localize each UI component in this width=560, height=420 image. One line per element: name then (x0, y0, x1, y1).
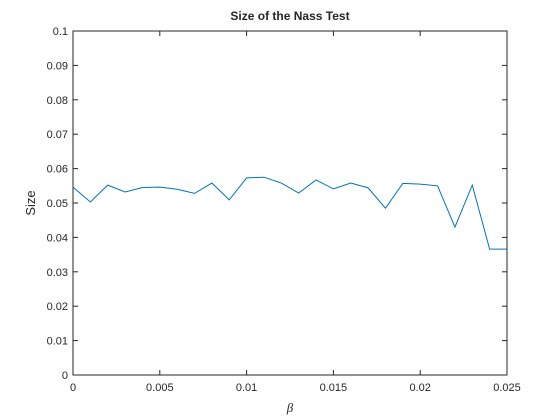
y-tick-label: 0.02 (47, 301, 68, 313)
y-tick-label: 0.07 (47, 129, 68, 141)
x-tick-label: 0.02 (409, 382, 430, 394)
y-tick-label: 0 (62, 370, 68, 382)
y-tick-label: 0.05 (47, 198, 68, 210)
chart-title: Size of the Nass Test (230, 9, 349, 23)
x-tick-label: 0.015 (320, 382, 348, 394)
y-tick-label: 0.06 (47, 164, 68, 176)
y-tick-label: 0.08 (47, 95, 68, 107)
x-tick-label: 0.01 (236, 382, 257, 394)
y-axis-label: Size (23, 190, 38, 215)
data-line (72, 176, 507, 250)
x-axis-label: β (286, 400, 294, 415)
x-tick-label: 0.025 (493, 382, 521, 394)
y-tick-label: 0.09 (47, 60, 68, 72)
y-tick-label: 0.03 (47, 267, 68, 279)
y-tick-label: 0.04 (47, 232, 68, 244)
y-tick-label: 0.01 (47, 336, 68, 348)
x-tick-label: 0 (70, 382, 76, 394)
plot-area (72, 30, 508, 376)
x-tick-label: 0.005 (146, 382, 174, 394)
y-tick-label: 0.1 (53, 26, 68, 38)
